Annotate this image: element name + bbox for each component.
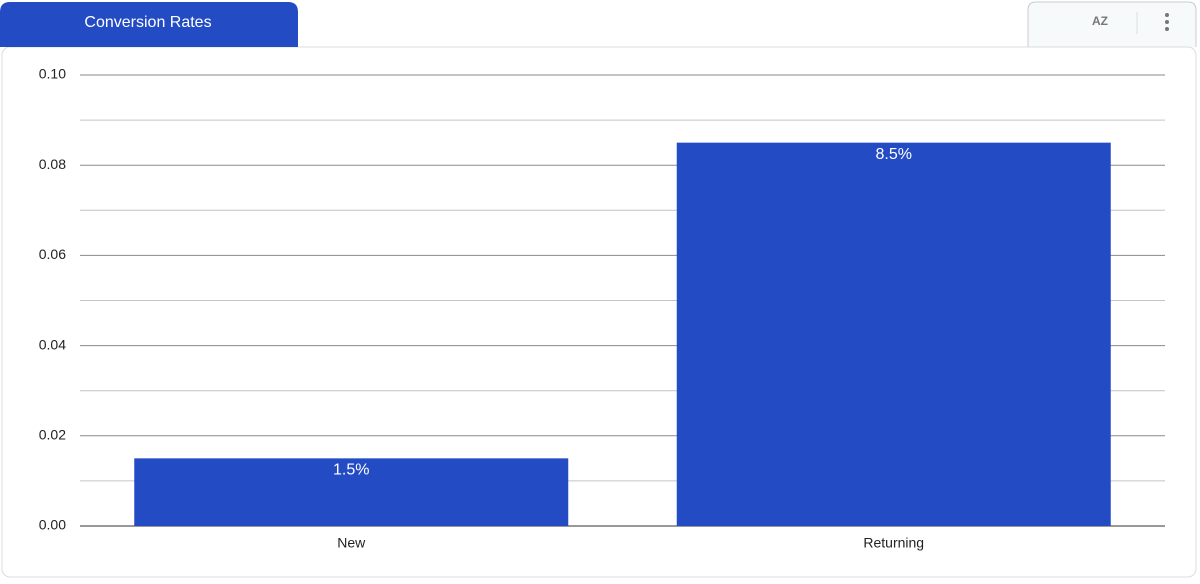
y-tick-label: 0.04 bbox=[39, 336, 66, 352]
data-label: 1.5% bbox=[333, 462, 369, 479]
x-tick-label: Returning bbox=[863, 535, 924, 551]
chart-title: Conversion Rates bbox=[84, 14, 211, 31]
y-tick-label: 0.10 bbox=[39, 66, 66, 82]
sort-button[interactable]: AZ bbox=[1092, 14, 1108, 28]
y-tick-label: 0.00 bbox=[39, 517, 66, 533]
toolbar bbox=[1027, 1, 1197, 47]
y-tick-label: 0.06 bbox=[39, 246, 66, 262]
y-tick-label: 0.02 bbox=[39, 427, 66, 443]
data-label: 8.5% bbox=[876, 146, 912, 163]
menu-button[interactable] bbox=[1165, 13, 1169, 31]
title-tab[interactable] bbox=[0, 2, 298, 47]
bar bbox=[134, 458, 569, 526]
y-tick-label: 0.08 bbox=[39, 156, 66, 172]
bar bbox=[676, 142, 1111, 526]
x-tick-label: New bbox=[337, 535, 366, 551]
